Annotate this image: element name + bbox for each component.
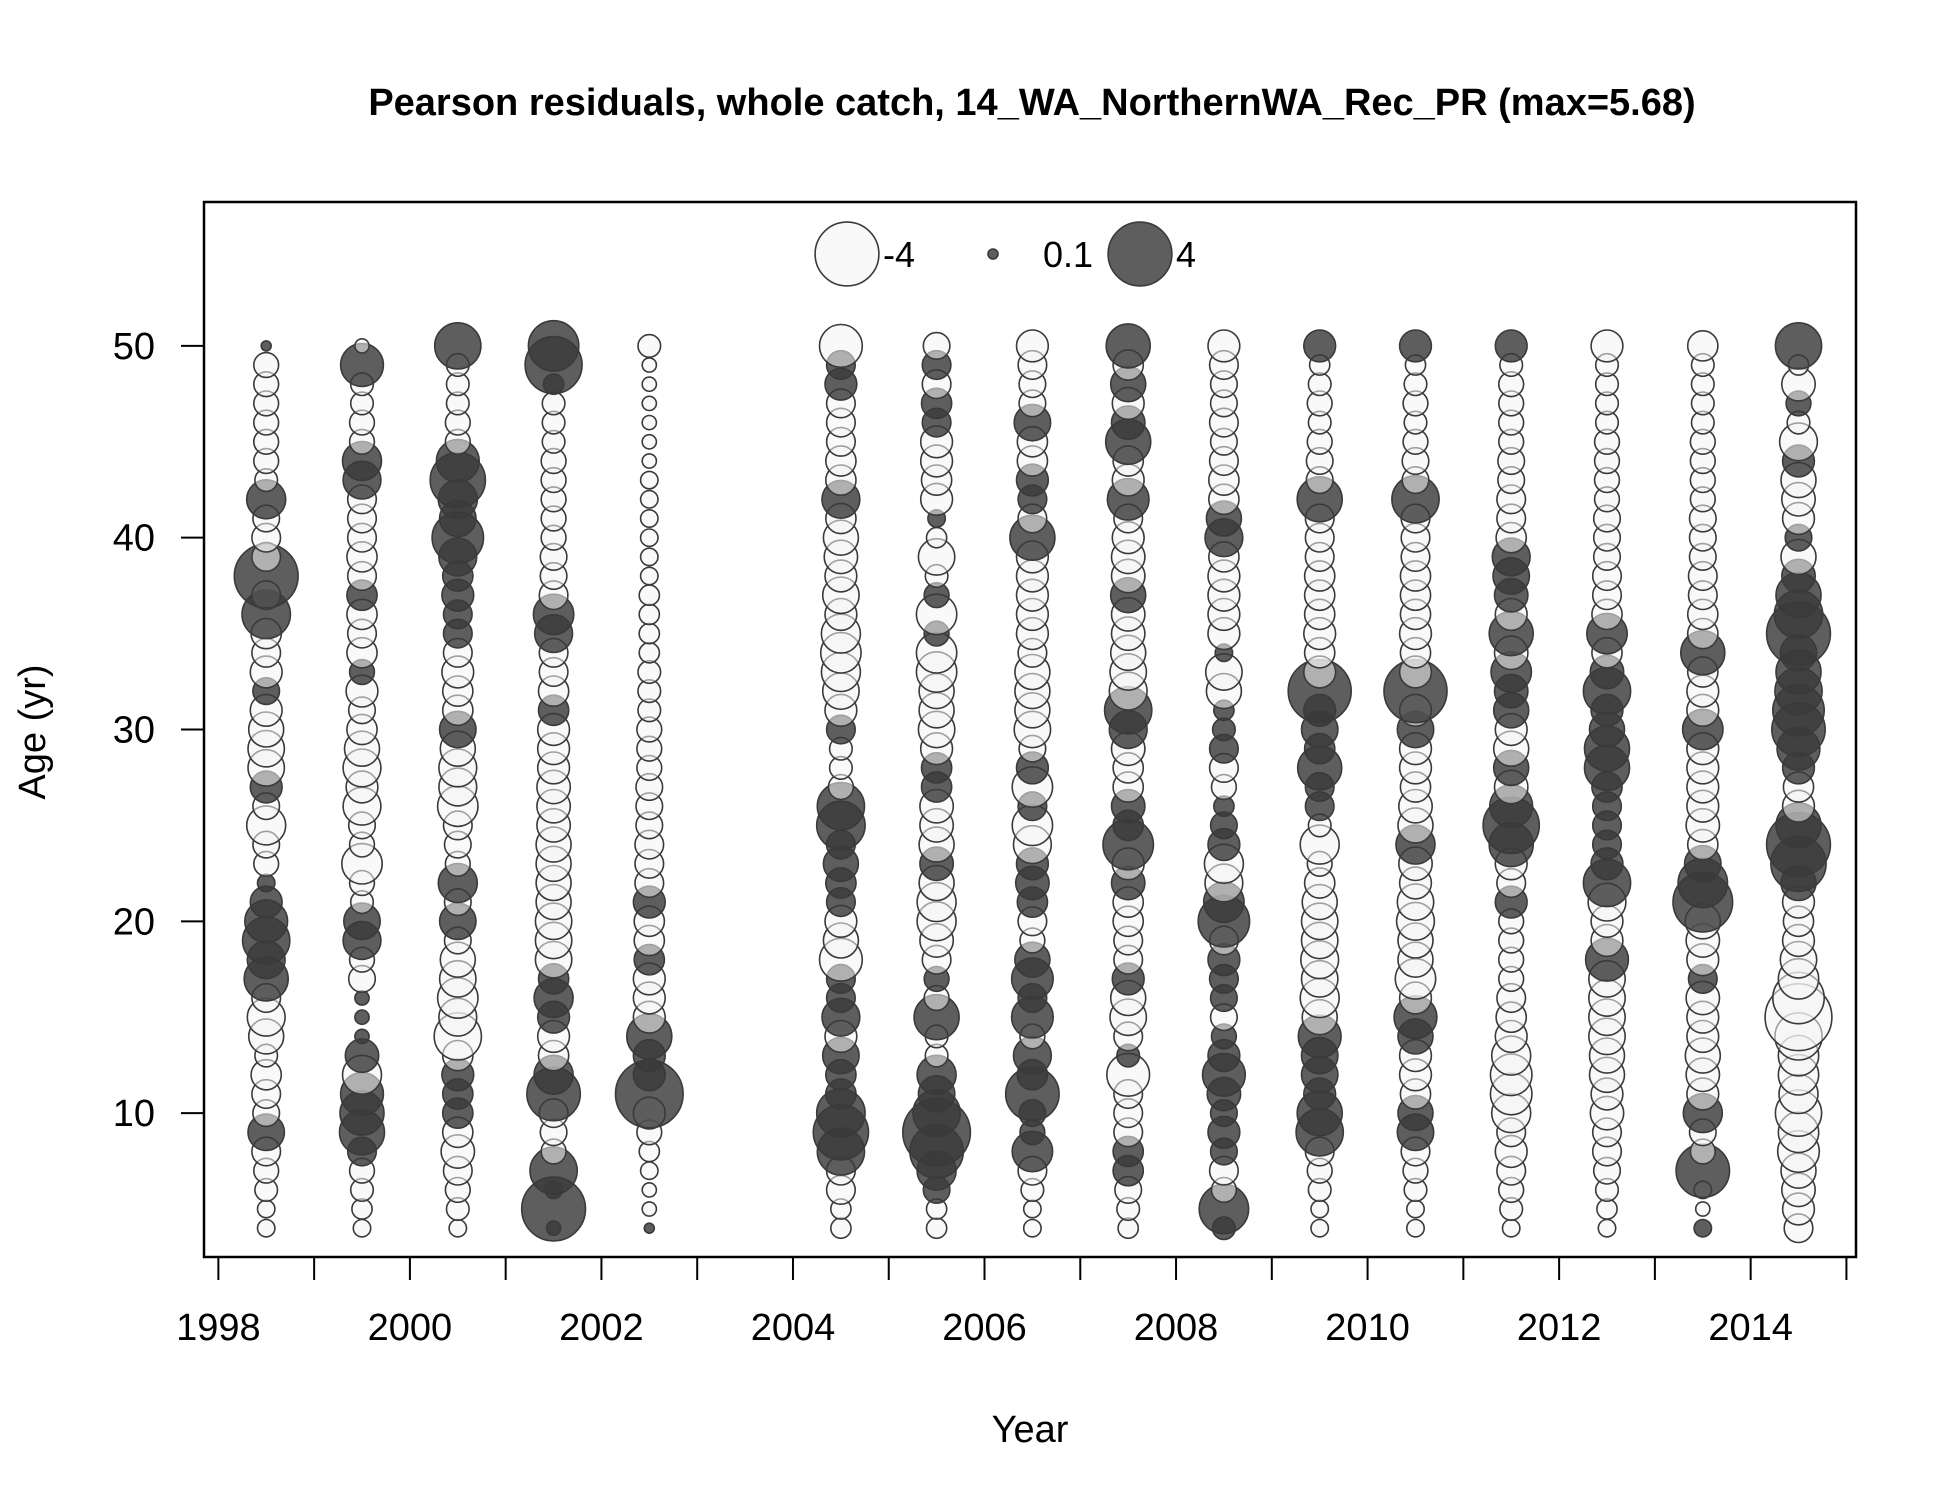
residual-bubble [639, 470, 659, 490]
residual-bubble [260, 340, 273, 352]
residual-bubble [641, 357, 658, 373]
residual-bubble [643, 1222, 656, 1234]
residual-bubble [925, 1217, 948, 1240]
residual-bubble [1117, 1217, 1140, 1240]
residual-bubble [253, 351, 280, 379]
residual-bubble [925, 526, 948, 549]
residual-bubble [641, 376, 658, 393]
legend-label: 0.1 [1043, 234, 1093, 275]
residual-bubble [641, 433, 658, 450]
x-tick-label: 2006 [942, 1307, 1027, 1349]
x-axis-label: Year [992, 1409, 1069, 1451]
residual-bubble [818, 323, 864, 369]
residual-bubble [638, 641, 661, 664]
residual-bubble [639, 489, 659, 509]
residual-bubble [354, 990, 370, 1006]
residual-bubble [641, 1201, 658, 1217]
residual-bubble [1398, 329, 1433, 363]
residual-bubble [641, 453, 658, 469]
residual-bubble [354, 337, 370, 354]
y-tick-label: 30 [113, 710, 155, 752]
residual-bubble [641, 414, 658, 431]
legend-bubble [814, 221, 880, 287]
x-tick-label: 2008 [1134, 1307, 1219, 1349]
residual-bubble [639, 1161, 659, 1181]
residual-bubble [1597, 1218, 1617, 1238]
x-tick-label: 2012 [1517, 1307, 1602, 1349]
residual-bubble [448, 1218, 468, 1238]
residual-bubble [639, 566, 659, 586]
x-tick-label: 2004 [751, 1307, 836, 1349]
residual-bubble [354, 1009, 370, 1026]
legend: -4 0.1 4 [814, 221, 1196, 287]
bubble-layer [233, 319, 1833, 1244]
residual-bubble [1302, 329, 1337, 363]
y-tick-label: 40 [113, 518, 155, 560]
legend-bubble [1107, 221, 1173, 287]
residual-bubble [1015, 329, 1050, 363]
x-axis: 1998 2000 2002 2004 2006 2008 2010 2012 2014 [176, 1256, 1848, 1349]
residual-bubble [637, 333, 662, 359]
legend-label: 4 [1176, 234, 1196, 275]
residual-bubble [1307, 372, 1332, 397]
residual-bubble [1211, 717, 1236, 742]
residual-bubble [922, 331, 951, 361]
residual-bubble [1406, 1199, 1426, 1219]
residual-bubble [352, 1218, 372, 1238]
legend-bubble [987, 248, 999, 260]
residual-bubble [1693, 1218, 1713, 1238]
residual-bubble [637, 659, 662, 685]
residual-bubble [641, 1182, 658, 1198]
residual-bubble [638, 622, 661, 645]
residual-bubble [830, 1217, 852, 1240]
residual-bubble [641, 395, 658, 412]
y-tick-label: 10 [113, 1093, 155, 1135]
residual-bubble [1022, 1199, 1042, 1219]
chart-title: Pearson residuals, whole catch, 14_WA_No… [368, 82, 1695, 124]
residual-bubble [256, 1199, 276, 1219]
residual-bubble [527, 319, 580, 372]
residual-bubble [639, 508, 659, 528]
residual-bubble [1494, 329, 1528, 363]
x-tick-label: 2010 [1325, 1307, 1410, 1349]
y-axis-label: Age (yr) [12, 664, 54, 799]
residual-bubble [354, 1028, 370, 1045]
x-tick-label: 2000 [368, 1307, 453, 1349]
residual-bubble [1406, 1218, 1426, 1238]
y-axis: 10 20 30 40 50 [113, 326, 205, 1135]
residual-bubble [1686, 329, 1719, 362]
x-tick-label: 2014 [1708, 1307, 1793, 1349]
residual-bubble [256, 1218, 276, 1238]
residual-bubble [1207, 329, 1241, 363]
x-tick-label: 1998 [176, 1307, 261, 1349]
residual-bubble [1590, 329, 1624, 363]
residual-bubble [541, 391, 566, 416]
residual-bubble [1403, 372, 1428, 397]
y-tick-label: 20 [113, 901, 155, 943]
residual-bubble [638, 584, 661, 607]
residual-bubble [1774, 321, 1823, 370]
residual-bubble [1105, 323, 1151, 369]
residual-bubble [1694, 1201, 1711, 1217]
residual-bubble [1501, 1218, 1521, 1238]
x-tick-label: 2002 [559, 1307, 644, 1349]
residual-bubble [639, 547, 659, 567]
y-tick-label: 50 [113, 326, 155, 368]
legend-label: -4 [883, 234, 915, 275]
residual-bubble [638, 603, 661, 626]
residual-bubble [1310, 1218, 1330, 1238]
residual-bubble [1022, 1218, 1042, 1238]
residual-bubble [639, 528, 659, 548]
residual-bubble [433, 321, 482, 370]
residual-bubble [1310, 1199, 1330, 1219]
